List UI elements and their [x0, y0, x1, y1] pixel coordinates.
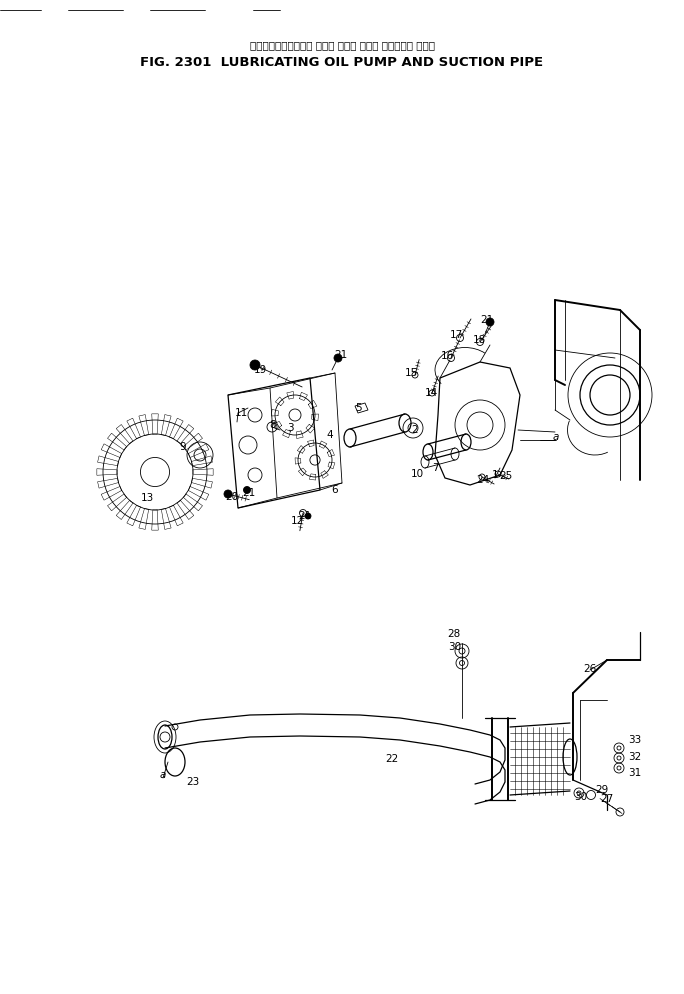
- Text: 14: 14: [424, 388, 438, 398]
- Text: 5: 5: [355, 403, 361, 413]
- Text: 28: 28: [447, 629, 460, 639]
- Text: 23: 23: [186, 777, 200, 787]
- Text: 9: 9: [180, 442, 186, 452]
- Text: 8: 8: [269, 420, 276, 430]
- Text: 31: 31: [629, 768, 642, 778]
- Text: 17: 17: [449, 330, 462, 340]
- Text: FIG. 2301  LUBRICATING OIL PUMP AND SUCTION PIPE: FIG. 2301 LUBRICATING OIL PUMP AND SUCTI…: [140, 57, 544, 70]
- Text: 32: 32: [629, 752, 642, 762]
- Text: 22: 22: [385, 754, 399, 764]
- Text: 1: 1: [492, 470, 499, 480]
- Text: 6: 6: [332, 485, 339, 495]
- Text: 27: 27: [601, 794, 614, 804]
- Text: 16: 16: [440, 351, 453, 361]
- Text: 3: 3: [287, 423, 293, 433]
- Text: 21: 21: [298, 511, 312, 521]
- Text: 21: 21: [242, 488, 256, 498]
- Circle shape: [334, 354, 342, 362]
- Text: 25: 25: [499, 471, 512, 481]
- Circle shape: [244, 486, 250, 493]
- Circle shape: [224, 490, 232, 498]
- Text: a: a: [553, 432, 560, 442]
- Text: 21: 21: [334, 350, 347, 360]
- Circle shape: [486, 318, 494, 326]
- Text: 29: 29: [595, 785, 609, 795]
- Polygon shape: [355, 403, 368, 413]
- Text: a: a: [160, 770, 166, 780]
- Text: 11: 11: [235, 408, 248, 418]
- Text: 21: 21: [480, 315, 494, 325]
- Text: 10: 10: [410, 469, 423, 479]
- Text: 19: 19: [253, 365, 267, 375]
- Text: 20: 20: [226, 492, 239, 502]
- Circle shape: [305, 513, 311, 519]
- Text: 30: 30: [575, 792, 588, 802]
- Text: 26: 26: [583, 664, 596, 674]
- Text: 2: 2: [412, 425, 419, 435]
- Text: ルーブリケーティング オイル ポンプ および サクション パイプ: ルーブリケーティング オイル ポンプ および サクション パイプ: [250, 40, 434, 50]
- Circle shape: [250, 360, 260, 370]
- Text: 24: 24: [476, 475, 490, 485]
- Text: 18: 18: [473, 335, 486, 345]
- Text: 7: 7: [432, 463, 438, 473]
- Text: 33: 33: [629, 735, 642, 745]
- Text: 13: 13: [140, 493, 154, 503]
- Text: 12: 12: [291, 516, 304, 526]
- Text: 4: 4: [327, 430, 333, 440]
- Text: 15: 15: [404, 368, 418, 378]
- Text: 30: 30: [449, 642, 462, 652]
